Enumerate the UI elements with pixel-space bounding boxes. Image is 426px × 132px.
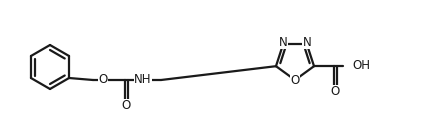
Text: O: O: [98, 72, 108, 86]
Text: N: N: [279, 36, 288, 49]
Text: O: O: [121, 98, 131, 112]
Text: O: O: [291, 74, 299, 88]
Text: N: N: [302, 36, 311, 49]
Text: NH: NH: [134, 72, 152, 86]
Text: O: O: [331, 85, 340, 98]
Text: OH: OH: [352, 59, 370, 72]
